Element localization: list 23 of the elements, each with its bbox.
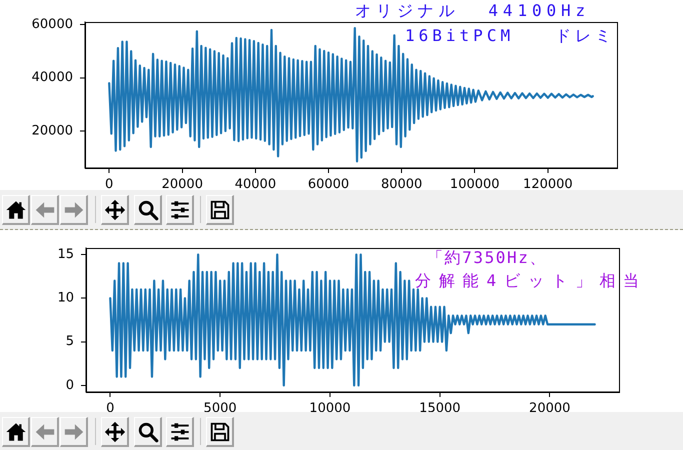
x-tick-label: 20000: [529, 401, 570, 416]
x-tick-label: 0: [106, 401, 114, 416]
x-tick-label: 0: [105, 177, 114, 192]
x-tick-label: 5000: [204, 401, 237, 416]
y-tick-label: 20000: [32, 123, 73, 138]
y-tick-label: 60000: [32, 17, 73, 32]
x-tick-label: 10000: [309, 401, 351, 416]
annotation: 16BitPCM ドレミ: [405, 26, 615, 46]
x-tick-label: 80000: [380, 177, 422, 192]
text: オリジナル 44100Hz: [355, 1, 590, 20]
y-tick-label: 15: [57, 246, 74, 262]
y-tick-label: 40000: [32, 70, 73, 86]
x-tick-label: 15000: [419, 401, 461, 416]
y-tick-label: 10: [57, 290, 74, 306]
x-tick-label: 120000: [523, 177, 573, 192]
y-tick-label: 5: [66, 334, 74, 350]
annotation: 「約7350Hz、: [427, 248, 547, 268]
annotation: 分解能4ビット」相当: [415, 271, 647, 290]
y-tick-label: 0: [66, 378, 74, 393]
x-tick-label: 100000: [450, 177, 500, 192]
x-tick-label: 40000: [234, 177, 276, 192]
x-tick-label: 60000: [308, 177, 350, 192]
x-tick-label: 20000: [162, 177, 203, 192]
